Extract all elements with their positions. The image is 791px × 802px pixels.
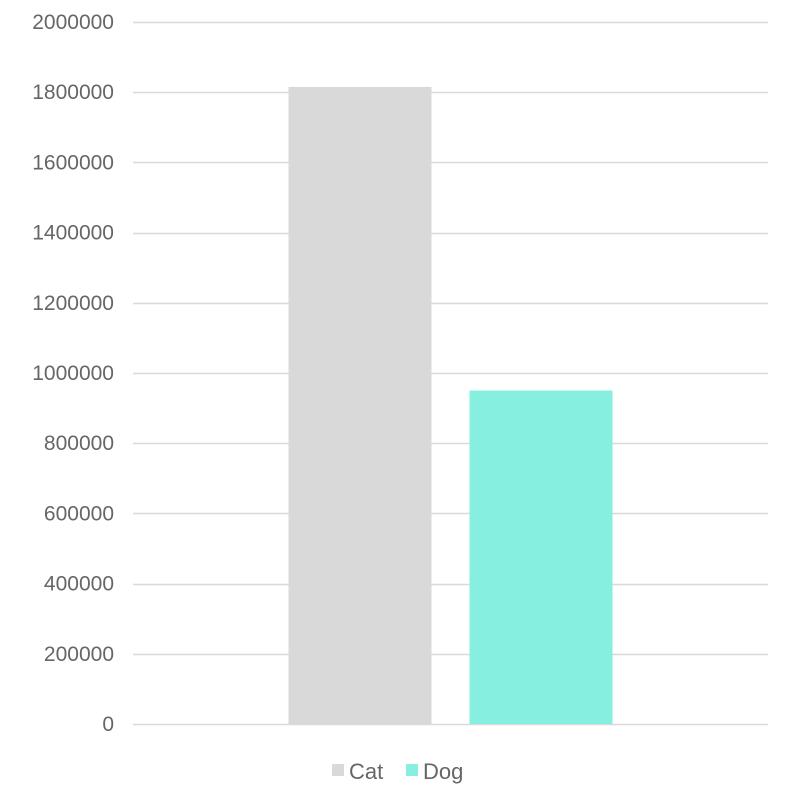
bar-cat <box>288 86 432 724</box>
y-tick-label: 400000 <box>44 573 114 596</box>
y-tick-label: 1600000 <box>32 151 114 174</box>
legend-swatch-cat <box>332 764 344 776</box>
bars <box>288 86 613 724</box>
y-tick-label: 800000 <box>44 432 114 455</box>
y-tick-label: 2000000 <box>32 11 114 34</box>
legend-label-cat: Cat <box>349 759 383 784</box>
y-tick-label: 1200000 <box>32 292 114 315</box>
legend-label-dog: Dog <box>423 759 463 784</box>
legend-swatch-dog <box>406 764 418 776</box>
y-tick-label: 200000 <box>44 643 114 666</box>
y-tick-label: 1400000 <box>32 222 114 245</box>
y-tick-label: 0 <box>102 713 114 736</box>
y-tick-label: 1800000 <box>32 81 114 104</box>
y-tick-label: 600000 <box>44 502 114 525</box>
legend: Cat Dog <box>332 759 463 784</box>
bar-dog <box>469 390 613 724</box>
gridlines <box>133 21 768 726</box>
y-tick-label: 1000000 <box>32 362 114 385</box>
y-axis-tick-labels: 0 200000 400000 600000 800000 1000000 1200000 1… <box>32 11 114 736</box>
